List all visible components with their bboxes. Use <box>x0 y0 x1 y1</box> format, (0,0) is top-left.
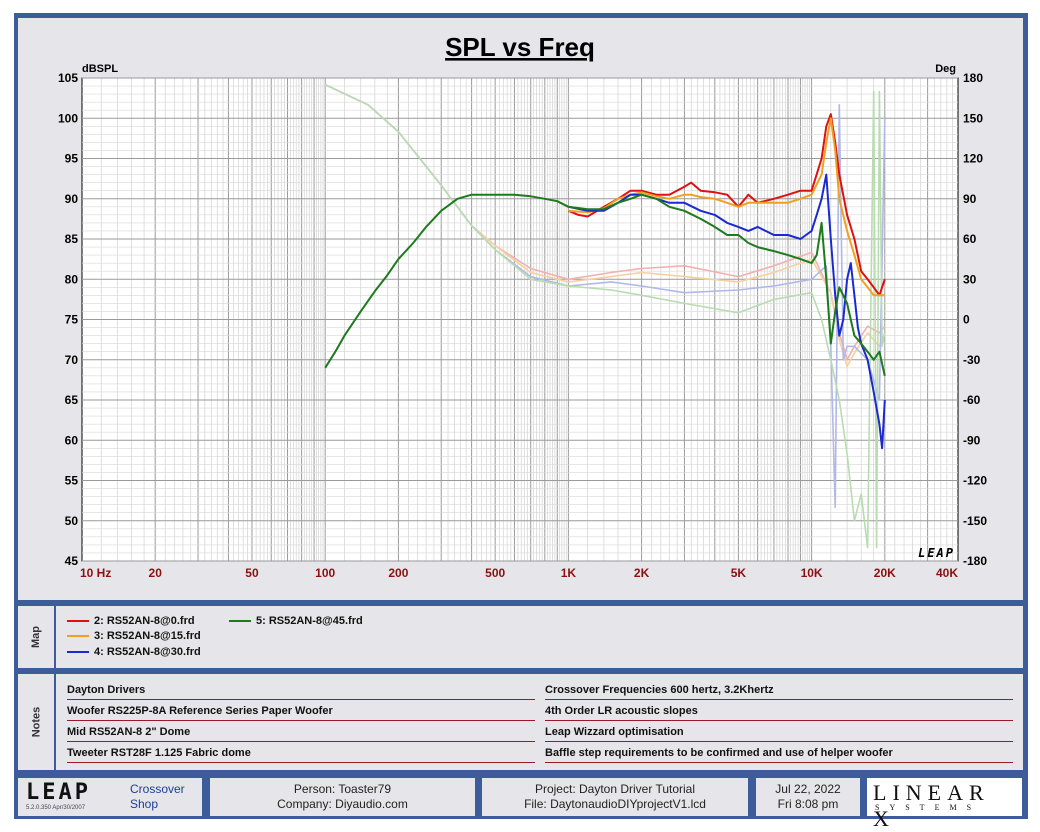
module-name-line2: Shop <box>130 797 159 811</box>
y-tick-label-right: -30 <box>963 353 981 367</box>
person-text: Person: Toaster79 <box>293 782 392 796</box>
y-tick-label-left: 65 <box>65 393 79 407</box>
legend-item[interactable]: 3: RS52AN-8@15.frd <box>67 630 201 642</box>
map-tab-label: Map <box>30 626 42 648</box>
time-text: Fri 8:08 pm <box>777 797 839 811</box>
note-line[interactable]: Crossover Frequencies 600 hertz, 3.2Kher… <box>545 683 1013 700</box>
company-text: Company: Diyaudio.com <box>277 797 408 811</box>
x-tick-label: 20 <box>149 566 163 580</box>
y-tick-label-right: -180 <box>963 554 987 568</box>
leap-watermark: LEAP <box>918 546 955 560</box>
y-axis-label-right: Deg <box>935 63 956 75</box>
footer-brand-cell: LINEAR X SYSTEMS <box>867 778 1022 831</box>
y-tick-label-right: 150 <box>963 111 983 125</box>
notes-tab-label: Notes <box>30 706 42 738</box>
y-tick-label-left: 45 <box>65 554 79 568</box>
spl-series-line <box>324 193 886 377</box>
legend-swatch <box>67 620 89 622</box>
note-line[interactable]: Baffle step requirements to be confirmed… <box>545 746 1013 763</box>
x-tick-label: 1K <box>561 566 577 580</box>
y-tick-label-right: -150 <box>963 514 987 528</box>
y-tick-label-left: 105 <box>58 71 78 85</box>
legend-item[interactable]: 5: RS52AN-8@45.frd <box>229 615 363 627</box>
date-text: Jul 22, 2022 <box>775 782 841 796</box>
y-tick-label-right: 180 <box>963 71 983 85</box>
legend-label: 4: RS52AN-8@30.frd <box>94 646 201 658</box>
x-tick-label: 20K <box>874 566 896 580</box>
x-tick-label: 50 <box>245 566 259 580</box>
note-line[interactable]: 4th Order LR acoustic slopes <box>545 704 1013 721</box>
chart-panel: SPL vs Freq dBSPL Deg 105 100 95 90 85 80 75 70 65 6… <box>18 18 1023 600</box>
map-tab[interactable]: Map <box>18 606 56 668</box>
chart-title: SPL vs Freq <box>445 32 595 62</box>
footer-logo-cell: LEAP 5.2.0.350 Apr/30/2007 Crossover Sho… <box>18 778 202 816</box>
phase-series-line <box>324 83 886 549</box>
note-line[interactable]: Tweeter RST28F 1.125 Fabric dome <box>67 746 535 763</box>
x-tick-label: 2K <box>634 566 650 580</box>
legend-swatch <box>67 651 89 653</box>
y-tick-label-right: -60 <box>963 393 981 407</box>
x-tick-label: 10K <box>801 566 823 580</box>
y-axis-label-left: dBSPL <box>82 63 118 75</box>
notes-tab[interactable]: Notes <box>18 674 56 770</box>
y-tick-label-right: -90 <box>963 433 981 447</box>
file-text: File: DaytonaudioDIYprojectV1.lcd <box>524 797 706 811</box>
note-line[interactable]: Leap Wizzard optimisation <box>545 725 1013 742</box>
y-tick-label-left: 55 <box>65 474 79 488</box>
y-tick-label-right: 60 <box>963 232 977 246</box>
y-tick-label-right: 0 <box>963 313 970 327</box>
note-line[interactable]: Woofer RS225P-8A Reference Series Paper … <box>67 704 535 721</box>
version-text: 5.2.0.350 Apr/30/2007 <box>26 805 86 811</box>
y-tick-label-right: -120 <box>963 474 987 488</box>
x-tick-label: 5K <box>731 566 747 580</box>
y-tick-label-left: 75 <box>65 313 79 327</box>
x-tick-label: 200 <box>388 566 408 580</box>
x-tick-label: 100 <box>315 566 335 580</box>
leap-logo: LEAP <box>26 780 91 805</box>
y-tick-label-left: 100 <box>58 111 78 125</box>
note-line[interactable]: Dayton Drivers <box>67 683 535 700</box>
y-tick-label-left: 85 <box>65 232 79 246</box>
y-tick-label-left: 90 <box>65 192 79 206</box>
linearx-systems-text: SYSTEMS <box>875 803 982 812</box>
x-tick-label: 500 <box>485 566 505 580</box>
notes-panel: Notes Dayton Drivers Woofer RS225P-8A Re… <box>18 674 1023 770</box>
y-tick-label-left: 80 <box>65 272 79 286</box>
footer-project-cell: Project: Dayton Driver Tutorial File: Da… <box>482 778 748 816</box>
legend-label: 5: RS52AN-8@45.frd <box>256 615 363 627</box>
legend-swatch <box>229 620 251 622</box>
map-panel: Map 2: RS52AN-8@0.frd 3: RS52AN-8@15.frd… <box>18 606 1023 668</box>
legend-label: 3: RS52AN-8@15.frd <box>94 630 201 642</box>
linearx-logo: LINEAR X <box>873 780 990 831</box>
y-tick-label-left: 70 <box>65 353 79 367</box>
spl-series-line <box>568 117 885 297</box>
footer-person-cell: Person: Toaster79 Company: Diyaudio.com <box>210 778 475 816</box>
legend-swatch <box>67 635 89 637</box>
x-tick-label: 40K <box>936 566 958 580</box>
module-name-line1: Crossover <box>130 782 185 796</box>
y-tick-label-left: 60 <box>65 433 79 447</box>
note-line[interactable]: Mid RS52AN-8 2" Dome <box>67 725 535 742</box>
y-tick-label-right: 30 <box>963 272 977 286</box>
y-tick-label-left: 50 <box>65 514 79 528</box>
legend-item[interactable]: 2: RS52AN-8@0.frd <box>67 615 195 627</box>
y-tick-label-right: 90 <box>963 192 977 206</box>
footer-date-cell: Jul 22, 2022 Fri 8:08 pm <box>756 778 860 816</box>
y-tick-label-left: 95 <box>65 152 79 166</box>
spl-vs-freq-chart: SPL vs Freq dBSPL Deg 105 100 95 90 85 80 75 70 65 6… <box>58 32 987 580</box>
project-text: Project: Dayton Driver Tutorial <box>534 782 696 796</box>
legend-item[interactable]: 4: RS52AN-8@30.frd <box>67 646 201 658</box>
legend-label: 2: RS52AN-8@0.frd <box>94 615 195 627</box>
y-tick-label-right: 120 <box>963 152 983 166</box>
grid <box>82 77 958 562</box>
x-tick-label: 10 Hz <box>80 566 111 580</box>
